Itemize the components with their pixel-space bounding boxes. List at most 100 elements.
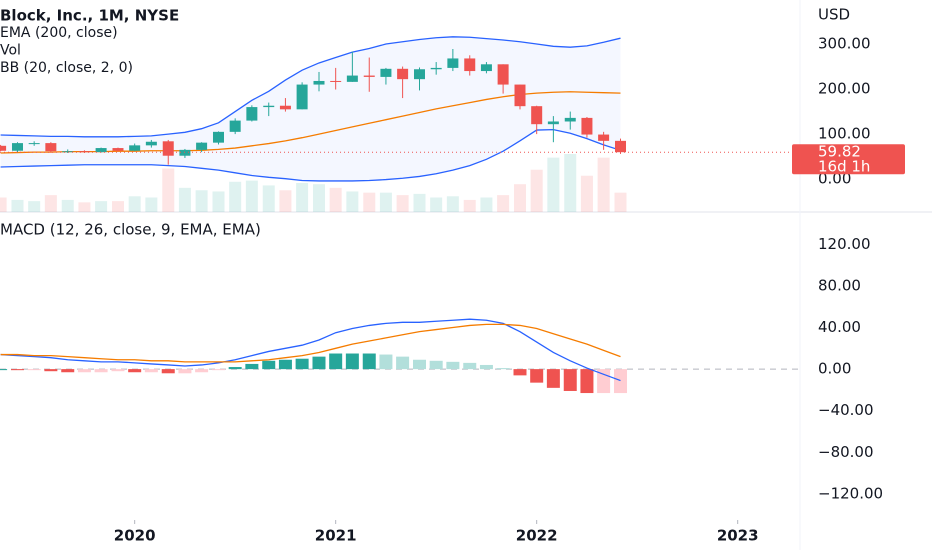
volume-bar	[28, 201, 41, 212]
candle-body	[129, 145, 141, 151]
volume-bar	[312, 184, 325, 212]
histogram-bar	[245, 363, 259, 370]
volume-bar	[580, 175, 593, 212]
volume-bar	[0, 197, 7, 212]
indicator-label: BB (20, close, 2, 0)	[0, 60, 133, 76]
candle-body	[212, 131, 224, 143]
volume-bar	[145, 197, 158, 212]
macd-title: MACD (12, 26, close, 9, EMA, EMA)	[0, 221, 261, 239]
candle-body	[581, 117, 593, 135]
volume-bar	[178, 187, 191, 212]
candle-body	[497, 64, 509, 85]
volume-bar	[379, 192, 392, 212]
candle-body	[413, 69, 425, 80]
histogram-bar	[446, 361, 460, 370]
histogram-bar	[396, 356, 410, 370]
candle-body	[330, 80, 342, 82]
volume-bar	[463, 199, 476, 212]
histogram-bar	[161, 369, 175, 374]
volume-bar	[363, 192, 376, 212]
x-tick-label: 2022	[516, 527, 558, 545]
histogram-bar	[27, 369, 41, 371]
candle-body	[430, 67, 442, 70]
histogram-bar	[580, 369, 594, 394]
volume-bar	[195, 190, 208, 212]
candle-body	[380, 68, 392, 77]
histogram-bar	[77, 369, 91, 373]
histogram-bar	[463, 362, 477, 370]
volume-bar	[95, 201, 108, 212]
volume-bar	[396, 195, 409, 212]
candle-body	[464, 58, 476, 72]
candle-body	[263, 105, 275, 108]
histogram-bar	[178, 369, 192, 374]
last-price-label: 59.82	[818, 143, 861, 161]
histogram-bar	[563, 369, 577, 391]
x-tick-label: 2023	[717, 527, 759, 545]
histogram-bar	[228, 367, 242, 370]
histogram-bar	[295, 358, 309, 370]
histogram-bar	[61, 369, 75, 373]
volume-bar	[497, 195, 510, 212]
histogram-bar	[614, 369, 628, 394]
chart-title: Block, Inc., 1M, NYSE	[0, 7, 179, 25]
y-tick-label: −40.00	[818, 401, 874, 419]
histogram-bar	[479, 364, 493, 370]
countdown-label: 16d 1h	[818, 158, 870, 176]
histogram-bar	[496, 368, 510, 370]
volume-bar	[346, 191, 359, 212]
candle-body	[95, 148, 107, 153]
candle-body	[313, 80, 325, 85]
histogram-bar	[10, 369, 24, 371]
volume-bar	[614, 192, 627, 212]
candle-body	[447, 58, 459, 68]
last-price-box	[792, 144, 905, 175]
candle-body	[179, 149, 191, 156]
volume-bar	[446, 196, 459, 212]
candle-body	[11, 143, 23, 151]
y-tick-label: 200.00	[818, 80, 871, 98]
histogram-bar	[312, 356, 326, 370]
volume-bar	[245, 180, 258, 212]
histogram-bar	[94, 369, 108, 373]
candle-body	[279, 105, 291, 110]
y-tick-label: −80.00	[818, 443, 874, 461]
candle-body	[162, 141, 174, 156]
volume-bar	[597, 157, 610, 212]
volume-bar	[229, 181, 242, 212]
histogram-bar	[513, 369, 527, 376]
candle-body	[196, 142, 208, 150]
volume-bar	[44, 195, 57, 212]
volume-bar	[480, 197, 493, 212]
y-tick-label: 120.00	[818, 235, 871, 253]
volume-bar	[78, 202, 91, 212]
bb-upper	[0, 36, 621, 138]
volume-bar	[530, 169, 543, 212]
candle-body	[28, 143, 40, 145]
indicator-label: Vol	[0, 43, 21, 59]
candle-body	[296, 84, 308, 110]
histogram-bar	[345, 353, 359, 370]
indicator-label: EMA (200, close)	[0, 25, 118, 41]
histogram-bar	[0, 369, 8, 371]
y-tick-label: −120.00	[818, 484, 883, 502]
volume-bar	[162, 168, 175, 212]
volume-bar	[430, 197, 443, 212]
histogram-bar	[211, 369, 225, 371]
histogram-bar	[144, 369, 158, 373]
y-tick-label: 40.00	[818, 318, 861, 336]
volume-bar	[564, 154, 577, 212]
volume-bar	[262, 185, 275, 212]
candle-body	[363, 75, 375, 77]
x-tick-label: 2021	[315, 527, 357, 545]
histogram-bar	[44, 369, 58, 372]
candle-body	[397, 68, 409, 80]
y-tick-label: 0.00	[818, 360, 851, 378]
volume-bar	[329, 187, 342, 212]
y-tick-label: 80.00	[818, 276, 861, 294]
volume-bar	[212, 191, 225, 212]
volume-bar	[296, 183, 309, 212]
currency-label: USD	[818, 6, 850, 24]
candle-body	[45, 143, 57, 152]
signal-line	[0, 323, 621, 363]
